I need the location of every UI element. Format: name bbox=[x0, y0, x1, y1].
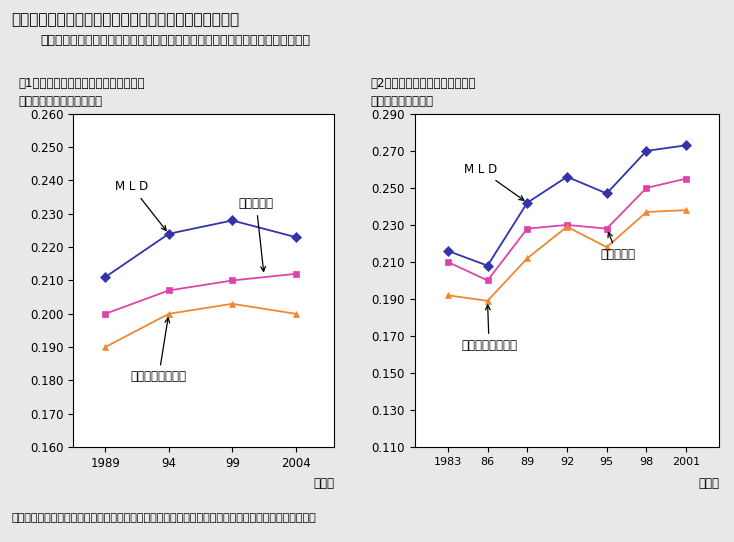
Text: 第３－３－４図　各種指標による所得の各種不平等指数: 第３－３－４図 各種指標による所得の各種不平等指数 bbox=[11, 12, 239, 27]
Text: （年）: （年） bbox=[698, 477, 719, 490]
Text: による各種不平等指数: による各種不平等指数 bbox=[18, 95, 102, 108]
Text: アトキンソン指数: アトキンソン指数 bbox=[131, 318, 186, 384]
Text: M L D: M L D bbox=[115, 180, 166, 230]
Text: M L D: M L D bbox=[464, 163, 524, 201]
Text: 各種不平等指数: 各種不平等指数 bbox=[371, 95, 434, 108]
Text: タイル指数: タイル指数 bbox=[239, 197, 274, 272]
Text: （1）「全国消費実態調査」（総世帯）: （1）「全国消費実態調査」（総世帯） bbox=[18, 77, 145, 90]
Text: タイル指数: タイル指数 bbox=[600, 233, 635, 261]
Text: ジニ係数以外の不平等指数でみても、長期的には所得格差は統計上緩やかに拡大: ジニ係数以外の不平等指数でみても、長期的には所得格差は統計上緩やかに拡大 bbox=[40, 34, 310, 47]
Text: アトキンソン指数: アトキンソン指数 bbox=[461, 305, 517, 352]
Text: （2）「所得再分配調査」による: （2）「所得再分配調査」による bbox=[371, 77, 476, 90]
Text: （備考）１．　総務省「全国消費実態調査」、厄生労働省「所得再分配調査」を特別集計し推計した。: （備考）１． 総務省「全国消費実態調査」、厄生労働省「所得再分配調査」を特別集計… bbox=[11, 513, 316, 523]
Text: （年）: （年） bbox=[313, 477, 334, 490]
